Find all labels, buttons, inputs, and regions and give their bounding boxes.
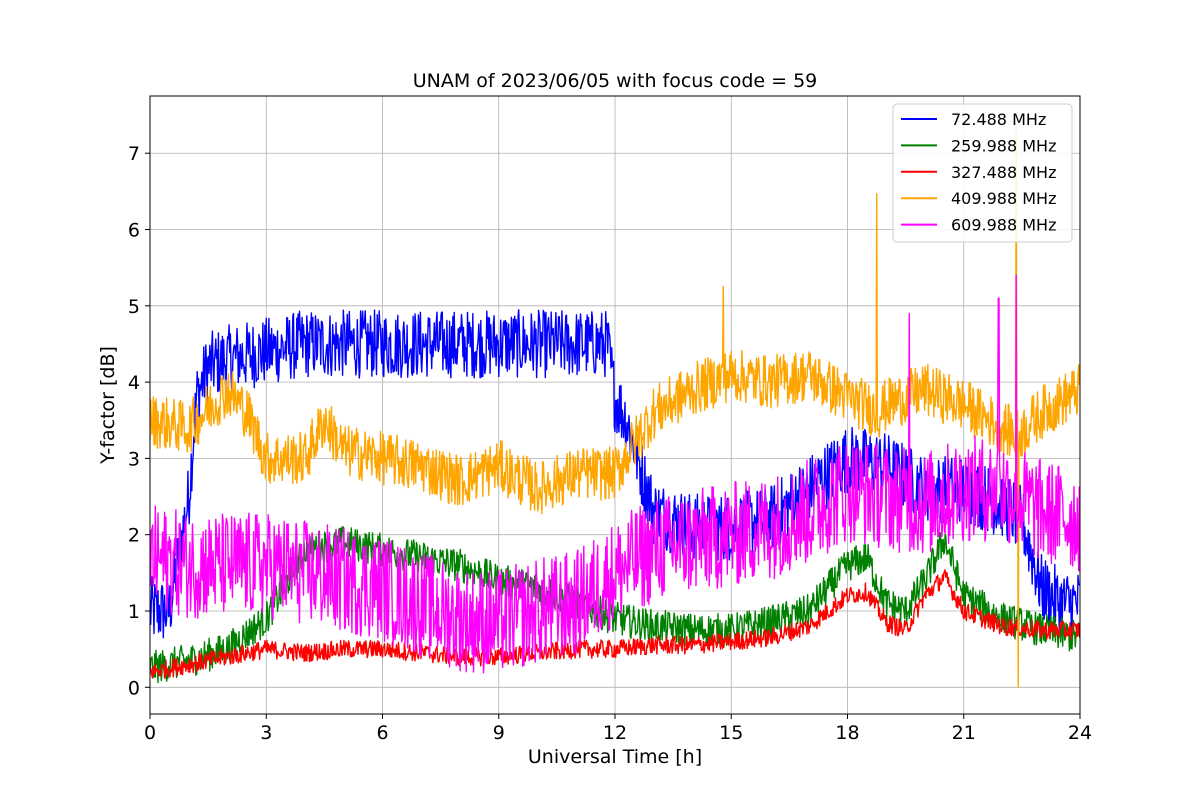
series-line-3 — [150, 129, 1080, 688]
legend: 72.488 MHz 259.988 MHz 327.488 MHz 409.988 … — [892, 103, 1073, 243]
legend-label: 72.488 MHz — [951, 110, 1046, 129]
x-tick-label: 15 — [719, 722, 743, 744]
x-tick-label: 6 — [376, 722, 388, 744]
x-tick-label: 24 — [1068, 722, 1092, 744]
series-line-4 — [150, 274, 1080, 674]
x-axis: 0 3 6 9 12 15 18 21 24 — [144, 714, 1092, 744]
x-axis-label: Universal Time [h] — [528, 746, 702, 768]
legend-box — [892, 103, 1073, 243]
y-axis-label: Y-factor [dB] — [97, 346, 119, 465]
x-tick-label: 3 — [260, 722, 272, 744]
x-tick-label: 0 — [144, 722, 156, 744]
x-tick-label: 9 — [493, 722, 505, 744]
legend-label: 609.988 MHz — [951, 216, 1056, 235]
chart-title: UNAM of 2023/06/05 with focus code = 59 — [413, 70, 818, 92]
x-tick-label: 18 — [835, 722, 859, 744]
series-group — [150, 129, 1080, 688]
legend-label: 259.988 MHz — [951, 136, 1056, 155]
y-tick-label: 3 — [128, 448, 140, 470]
x-tick-label: 12 — [603, 722, 627, 744]
legend-label: 409.988 MHz — [951, 189, 1056, 208]
y-tick-label: 6 — [128, 220, 140, 242]
y-tick-label: 4 — [128, 372, 140, 394]
legend-label: 327.488 MHz — [951, 163, 1056, 182]
y-axis: 0 1 2 3 4 5 6 7 — [128, 143, 150, 699]
x-tick-label: 21 — [952, 722, 976, 744]
y-tick-label: 0 — [128, 677, 140, 699]
y-tick-label: 5 — [128, 296, 140, 318]
y-tick-label: 1 — [128, 601, 140, 623]
series-line-1 — [150, 526, 1080, 684]
series-line-2 — [150, 569, 1080, 679]
y-tick-label: 7 — [128, 143, 140, 165]
y-tick-label: 2 — [128, 525, 140, 547]
